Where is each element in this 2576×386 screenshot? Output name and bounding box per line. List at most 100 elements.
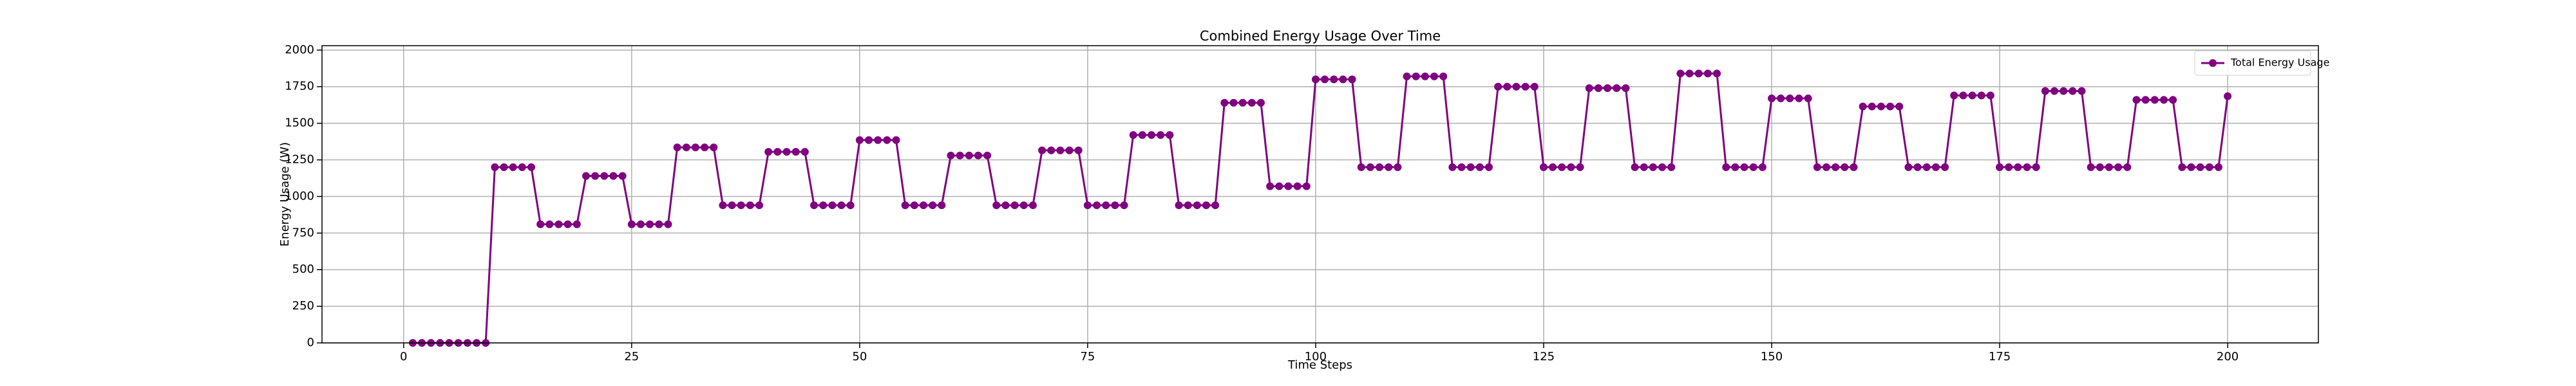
data-point	[1913, 163, 1922, 171]
data-point	[819, 201, 828, 210]
data-point	[828, 201, 837, 210]
data-point	[655, 220, 663, 228]
data-point	[874, 136, 882, 144]
data-point	[1229, 98, 1238, 107]
y-tick-label: 0	[307, 336, 314, 349]
data-point	[1722, 163, 1730, 171]
data-point	[1001, 201, 1010, 210]
data-point	[782, 148, 791, 156]
data-point	[1138, 131, 1146, 139]
data-point	[1448, 163, 1457, 171]
data-point	[1256, 98, 1265, 107]
data-point	[1968, 91, 1976, 100]
data-point	[646, 220, 654, 228]
data-point	[728, 201, 736, 210]
legend-label: Total Energy Usage	[2230, 57, 2329, 69]
data-point	[1931, 163, 1940, 171]
data-point	[1093, 201, 1101, 210]
data-point	[491, 163, 499, 171]
data-point	[956, 151, 964, 160]
y-tick-label: 1500	[285, 116, 314, 130]
data-point	[910, 201, 918, 210]
data-point	[1202, 201, 1210, 210]
data-point	[2069, 87, 2077, 95]
data-point	[1512, 82, 1520, 91]
data-point	[1302, 182, 1311, 190]
data-point	[600, 172, 609, 180]
data-point	[1613, 84, 1621, 92]
data-point	[1841, 163, 1849, 171]
data-point	[582, 172, 590, 180]
x-tick-label: 200	[2217, 350, 2239, 363]
data-point	[536, 220, 545, 228]
data-point	[1247, 98, 1256, 107]
data-point	[1576, 163, 1584, 171]
data-point	[609, 172, 618, 180]
data-point	[1959, 91, 1967, 100]
data-point	[1430, 72, 1439, 80]
data-point	[1266, 182, 1274, 190]
data-line	[412, 72, 2229, 344]
data-point	[710, 143, 718, 152]
data-point	[2060, 87, 2068, 95]
data-point	[573, 220, 581, 228]
x-tick-label: 100	[1305, 350, 1327, 363]
data-point	[1339, 75, 1347, 84]
data-point	[992, 201, 1001, 210]
data-point	[1038, 146, 1046, 154]
data-point	[1904, 163, 1913, 171]
data-point	[2032, 163, 2040, 171]
data-point	[1457, 163, 1466, 171]
data-point	[1311, 75, 1320, 84]
x-tick-label: 25	[624, 350, 639, 363]
data-point	[1622, 84, 1630, 92]
data-point	[1786, 94, 1794, 102]
data-point	[1886, 102, 1895, 111]
data-point	[1403, 72, 1411, 80]
data-point	[1175, 201, 1183, 210]
data-point	[1850, 163, 1858, 171]
data-point	[1503, 82, 1511, 91]
data-point	[2078, 87, 2086, 95]
data-point	[1074, 146, 1083, 154]
data-point	[1922, 163, 1931, 171]
data-point	[2178, 163, 2186, 171]
data-point	[1941, 163, 1949, 171]
y-axis-label: Energy Usage (W)	[278, 142, 292, 246]
data-point	[1321, 75, 1329, 84]
data-point	[800, 148, 809, 156]
data-point	[1129, 131, 1137, 139]
data-point	[1521, 82, 1530, 91]
data-point	[1713, 69, 1721, 78]
legend-marker	[2209, 59, 2217, 67]
data-point	[527, 163, 536, 171]
data-point	[1484, 163, 1493, 171]
data-point	[1111, 201, 1119, 210]
data-point	[837, 201, 846, 210]
data-point	[1475, 163, 1484, 171]
data-point	[1558, 163, 1566, 171]
data-point	[901, 201, 909, 210]
data-point	[554, 220, 563, 228]
data-point	[938, 201, 946, 210]
data-point	[1832, 163, 1840, 171]
data-point	[1220, 98, 1229, 107]
data-point	[2023, 163, 2031, 171]
data-point	[1758, 163, 1766, 171]
data-point	[1184, 201, 1192, 210]
data-point	[1148, 131, 1156, 139]
data-point	[1293, 182, 1302, 190]
y-tick-label: 1000	[285, 189, 314, 203]
legend-box	[2194, 50, 2311, 76]
data-point	[500, 163, 508, 171]
data-point	[1376, 163, 1384, 171]
data-point	[1275, 182, 1283, 190]
data-point	[2141, 96, 2150, 104]
data-point	[2096, 163, 2104, 171]
data-point	[682, 143, 690, 152]
data-point	[1056, 146, 1065, 154]
data-point	[1102, 201, 1110, 210]
x-tick-label: 125	[1533, 350, 1555, 363]
data-point	[1348, 75, 1356, 84]
